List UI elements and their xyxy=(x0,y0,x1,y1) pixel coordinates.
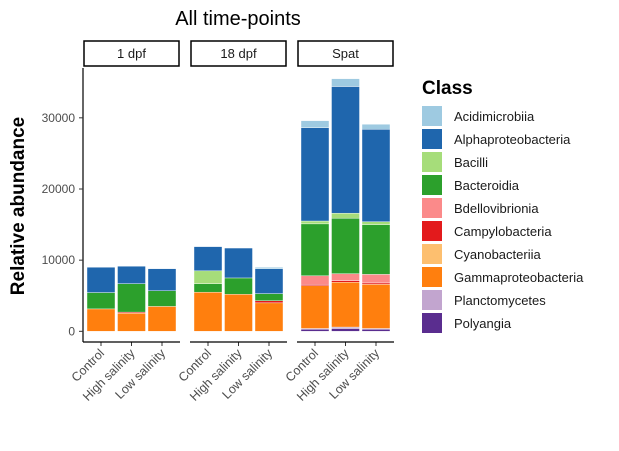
bar-segment xyxy=(117,312,146,332)
y-tick-label: 30000 xyxy=(42,111,76,125)
bar-segment xyxy=(300,328,330,332)
legend-item: Bdellovibrionia xyxy=(422,198,539,218)
legend-item: Bacteroidia xyxy=(422,175,520,195)
bar-segment xyxy=(331,86,360,214)
bar-segment xyxy=(300,220,330,225)
bar-segment xyxy=(331,328,360,332)
legend-swatch xyxy=(422,221,442,241)
bar-segment xyxy=(331,212,360,219)
bar-segment xyxy=(86,308,116,332)
bar-segment xyxy=(300,223,330,277)
legend-label: Campylobacteria xyxy=(454,224,552,239)
legend-label: Bacilli xyxy=(454,155,488,170)
bar-segment xyxy=(300,275,330,285)
legend-label: Cyanobacteriia xyxy=(454,247,541,262)
facet-strip-label: Spat xyxy=(332,46,359,61)
legend-swatch xyxy=(422,198,442,218)
legend-item: Polyangia xyxy=(422,313,512,333)
bar-segment xyxy=(361,124,391,130)
legend-item: Planctomycetes xyxy=(422,290,546,310)
bar-segment xyxy=(300,285,330,329)
bar-segment xyxy=(361,284,391,329)
legend-swatch xyxy=(422,244,442,264)
bar-segment xyxy=(361,224,391,275)
bar-segment xyxy=(361,274,391,284)
bar-segment xyxy=(147,268,177,291)
legend-label: Bacteroidia xyxy=(454,178,520,193)
bar-segment xyxy=(224,294,253,332)
legend-title: Class xyxy=(422,78,473,99)
bar-segment xyxy=(361,129,391,222)
bar-segment xyxy=(117,266,146,284)
facet-strip-label: 18 dpf xyxy=(220,46,257,61)
bar-segment xyxy=(254,300,284,304)
y-tick-label: 0 xyxy=(68,324,75,338)
legend-swatch xyxy=(422,129,442,149)
legend-item: Alphaproteobacteria xyxy=(422,129,571,149)
bar-segment xyxy=(254,293,284,301)
bar-segment xyxy=(193,291,223,332)
legend-swatch xyxy=(422,175,442,195)
facet-strip xyxy=(297,40,394,67)
legend-label: Polyangia xyxy=(454,316,512,331)
bar-segment xyxy=(331,273,360,281)
bar-segment xyxy=(331,326,360,329)
facet-strip xyxy=(83,40,180,67)
bar-segment xyxy=(147,306,177,332)
legend-item: Campylobacteria xyxy=(422,221,552,241)
y-axis-label: Relative abundance xyxy=(8,117,29,295)
legend-swatch xyxy=(422,106,442,126)
legend-swatch xyxy=(422,313,442,333)
bar-segment xyxy=(361,282,391,285)
legend-item: Bacilli xyxy=(422,152,488,172)
legend: Acidimicrobiia Alphaproteobacteria Bacilli… xyxy=(422,106,584,333)
bar-segment xyxy=(193,246,223,272)
bar-segment xyxy=(331,280,360,283)
bar-segment xyxy=(254,268,284,294)
legend-swatch xyxy=(422,152,442,172)
bar-segment xyxy=(331,78,360,87)
bar-segment xyxy=(147,290,177,307)
legend-label: Acidimicrobiia xyxy=(454,109,535,124)
y-tick-label: 10000 xyxy=(42,253,76,267)
bar-segment xyxy=(361,328,391,332)
y-axis: 0 10000 20000 30000 xyxy=(42,68,84,342)
legend-label: Alphaproteobacteria xyxy=(454,132,571,147)
legend-item: Cyanobacteriia xyxy=(422,244,541,264)
legend-item: Gammaproteobacteria xyxy=(422,267,584,287)
bar-segment xyxy=(254,267,284,269)
bar-segment xyxy=(86,292,116,310)
bar-segment xyxy=(254,302,284,332)
bar-segment xyxy=(86,267,116,293)
bar-segment xyxy=(300,120,330,128)
legend-label: Bdellovibrionia xyxy=(454,201,539,216)
bar-segment xyxy=(193,283,223,293)
bar-segment xyxy=(224,247,253,279)
legend-label: Gammaproteobacteria xyxy=(454,270,584,285)
legend-swatch xyxy=(422,290,442,310)
legend-swatch xyxy=(422,267,442,287)
legend-label: Planctomycetes xyxy=(454,293,546,308)
bar-segment xyxy=(193,270,223,284)
bar-segment xyxy=(361,221,391,225)
bar-segment xyxy=(331,217,360,274)
bar-segment xyxy=(224,277,253,295)
bar-segment xyxy=(300,284,330,286)
bar-segment xyxy=(117,283,146,313)
legend-item: Acidimicrobiia xyxy=(422,106,535,126)
bar-segment xyxy=(300,127,330,222)
bar-segment xyxy=(331,282,360,328)
y-tick-label: 20000 xyxy=(42,182,76,196)
facet-strip-label: 1 dpf xyxy=(117,46,146,61)
facet-strip xyxy=(190,40,287,67)
chart-title: All time-points xyxy=(175,8,301,30)
